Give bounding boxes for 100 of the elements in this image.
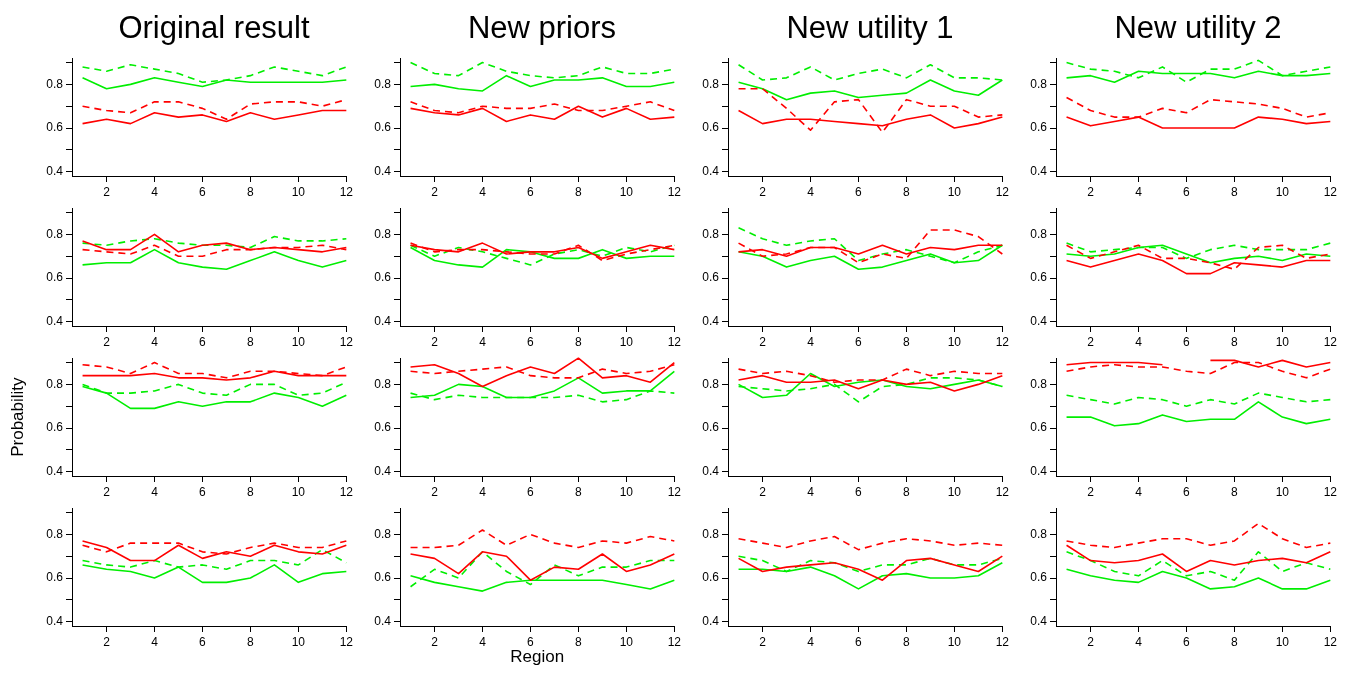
y-tick-label: 0.4 [46, 613, 64, 628]
x-tick-label: 12 [1323, 634, 1338, 649]
y-tick-label: 0.8 [1030, 226, 1048, 241]
x-tick-label: 10 [619, 184, 634, 199]
x-tick-label: 6 [527, 334, 535, 349]
x-tick-label: 2 [103, 184, 111, 199]
line-series [409, 529, 676, 549]
x-tick-label: 6 [527, 184, 535, 199]
x-tick-label: 2 [431, 184, 439, 199]
x-tick-label: 2 [759, 334, 767, 349]
x-tick-label: 2 [431, 634, 439, 649]
y-tick-label: 0.8 [374, 526, 392, 541]
x-tick-label: 4 [1135, 184, 1143, 199]
x-tick-label: 6 [527, 634, 535, 649]
y-tick-label: 0.8 [1030, 376, 1048, 391]
line-series [81, 361, 348, 379]
y-tick-label: 0.4 [374, 613, 392, 628]
x-tick-label: 10 [1275, 634, 1290, 649]
chart-title: Original result [117, 9, 311, 47]
y-tick-label: 0.6 [46, 420, 64, 435]
x-tick-label: 4 [479, 334, 487, 349]
y-tick-label: 0.4 [46, 163, 64, 178]
x-tick-label: 8 [247, 334, 255, 349]
x-tick-label: 10 [947, 634, 962, 649]
x-axis-title: Region [510, 647, 565, 667]
x-tick-label: 2 [431, 334, 439, 349]
x-tick-label: 12 [995, 334, 1010, 349]
y-axis-title: Probability [7, 376, 27, 457]
x-tick-label: 10 [1275, 184, 1290, 199]
y-tick-label: 0.8 [702, 76, 720, 91]
y-tick-label: 0.6 [702, 420, 720, 435]
x-tick-label: 10 [947, 484, 962, 499]
y-tick-label: 0.6 [374, 570, 392, 585]
x-tick-label: 10 [1275, 484, 1290, 499]
x-tick-label: 4 [807, 184, 815, 199]
x-tick-label: 6 [199, 634, 207, 649]
x-tick-label: 10 [291, 484, 306, 499]
x-tick-label: 2 [103, 484, 111, 499]
y-tick-label: 0.8 [46, 226, 64, 241]
x-tick-label: 4 [151, 184, 159, 199]
y-tick-label: 0.8 [702, 376, 720, 391]
x-tick-label: 10 [619, 484, 634, 499]
x-tick-label: 6 [199, 184, 207, 199]
x-tick-label: 8 [903, 334, 911, 349]
x-tick-label: 8 [247, 184, 255, 199]
y-tick-label: 0.6 [374, 120, 392, 135]
x-tick-label: 12 [339, 634, 354, 649]
y-tick-label: 0.6 [374, 420, 392, 435]
y-tick-label: 0.8 [1030, 526, 1048, 541]
x-tick-label: 8 [1231, 334, 1239, 349]
y-tick-label: 0.8 [702, 526, 720, 541]
y-tick-label: 0.4 [374, 163, 392, 178]
x-tick-label: 12 [339, 484, 354, 499]
chart-title: New priors [466, 9, 618, 47]
y-tick-label: 0.4 [702, 313, 720, 328]
x-tick-label: 2 [1087, 634, 1095, 649]
x-tick-label: 4 [151, 634, 159, 649]
x-tick-label: 8 [575, 184, 583, 199]
x-tick-label: 4 [1135, 334, 1143, 349]
x-tick-label: 4 [479, 484, 487, 499]
y-tick-label: 0.8 [374, 76, 392, 91]
x-tick-label: 6 [1183, 334, 1191, 349]
x-tick-label: 8 [1231, 484, 1239, 499]
x-tick-label: 4 [479, 184, 487, 199]
y-tick-label: 0.4 [1030, 163, 1048, 178]
line-series [1065, 392, 1332, 407]
y-tick-label: 0.8 [374, 226, 392, 241]
x-tick-label: 2 [1087, 484, 1095, 499]
chart-title: New utility 1 [785, 9, 955, 47]
y-tick-label: 0.4 [1030, 463, 1048, 478]
y-tick-label: 0.8 [702, 226, 720, 241]
y-tick-label: 0.4 [374, 313, 392, 328]
y-tick-label: 0.8 [46, 526, 64, 541]
y-tick-label: 0.4 [702, 463, 720, 478]
y-tick-label: 0.6 [46, 570, 64, 585]
x-tick-label: 2 [431, 484, 439, 499]
x-tick-label: 12 [667, 634, 682, 649]
x-tick-label: 12 [667, 184, 682, 199]
x-tick-label: 12 [667, 484, 682, 499]
x-tick-label: 4 [479, 634, 487, 649]
y-tick-label: 0.4 [702, 613, 720, 628]
x-tick-label: 4 [1135, 484, 1143, 499]
y-tick-label: 0.8 [374, 376, 392, 391]
y-tick-label: 0.6 [374, 270, 392, 285]
y-tick-label: 0.4 [46, 463, 64, 478]
x-tick-label: 12 [1323, 184, 1338, 199]
x-tick-label: 10 [291, 334, 306, 349]
y-tick-label: 0.6 [1030, 120, 1048, 135]
x-tick-label: 8 [575, 334, 583, 349]
x-tick-label: 10 [619, 634, 634, 649]
x-tick-label: 10 [947, 334, 962, 349]
x-tick-label: 8 [575, 634, 583, 649]
x-tick-label: 12 [995, 184, 1010, 199]
x-tick-label: 6 [199, 484, 207, 499]
x-tick-label: 2 [1087, 334, 1095, 349]
x-tick-label: 6 [855, 334, 863, 349]
y-tick-label: 0.6 [46, 120, 64, 135]
x-tick-label: 12 [339, 184, 354, 199]
y-tick-label: 0.6 [1030, 270, 1048, 285]
x-tick-label: 12 [1323, 484, 1338, 499]
